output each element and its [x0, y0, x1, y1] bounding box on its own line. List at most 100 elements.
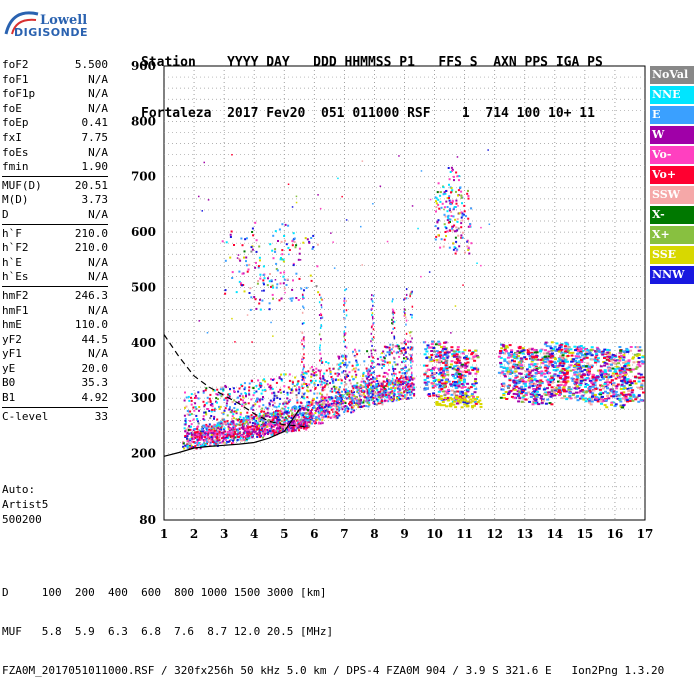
echo-point: [187, 435, 189, 437]
echo-point: [532, 357, 535, 359]
echo-point: [324, 397, 326, 399]
echo-point: [595, 398, 598, 400]
echo-point: [462, 352, 465, 354]
echo-point: [456, 203, 458, 205]
echo-point: [349, 401, 351, 403]
echo-point: [608, 356, 611, 358]
echo-point: [595, 353, 598, 355]
echo-point: [267, 383, 269, 385]
echo-point: [258, 303, 260, 305]
echo-point: [570, 361, 573, 363]
echo-point: [609, 370, 612, 372]
echo-point: [518, 379, 521, 381]
echo-point: [314, 412, 316, 414]
x-tick-label: 11: [456, 527, 473, 541]
echo-point: [461, 217, 463, 219]
echo-point: [230, 411, 232, 413]
echo-point: [569, 370, 572, 372]
echo-point: [585, 365, 588, 367]
echo-point: [294, 377, 296, 379]
echo-point: [546, 345, 549, 347]
echo-point: [456, 391, 459, 393]
echo-point: [580, 380, 583, 382]
echo-point: [453, 215, 455, 217]
echo-point: [283, 282, 285, 284]
echo-point: [255, 400, 257, 402]
echo-point: [642, 380, 645, 382]
echo-point: [536, 391, 539, 393]
echo-point: [366, 368, 368, 370]
echo-point: [404, 367, 406, 369]
echo-point: [230, 236, 232, 238]
echo-point: [544, 364, 547, 366]
echo-point: [394, 368, 396, 370]
echo-point: [221, 437, 223, 439]
echo-point: [458, 373, 461, 375]
echo-point: [623, 385, 626, 387]
echo-point: [425, 365, 428, 367]
echo-point: [195, 395, 197, 397]
echo-point: [444, 239, 446, 241]
echo-point: [600, 365, 603, 367]
echo-point: [358, 369, 360, 371]
echo-point: [195, 437, 197, 439]
echo-point: [260, 309, 262, 311]
echo-point: [448, 222, 450, 224]
echo-point: [299, 248, 301, 250]
echo-point: [470, 386, 473, 388]
echo-point: [185, 423, 187, 425]
echo-point: [439, 354, 442, 356]
echo-point: [474, 373, 477, 375]
echo-point: [377, 363, 379, 365]
echo-point: [498, 372, 501, 374]
echo-point: [462, 396, 465, 398]
echo-point: [351, 376, 353, 378]
echo-point: [372, 402, 374, 404]
echo-point: [464, 363, 467, 365]
echo-point: [256, 239, 258, 241]
echo-point: [559, 384, 562, 386]
echo-point: [551, 395, 554, 397]
echo-point: [298, 386, 300, 388]
echo-point: [249, 292, 251, 294]
echo-point: [246, 237, 248, 239]
echo-point: [207, 434, 209, 436]
echo-point: [622, 359, 625, 361]
echo-point: [301, 384, 303, 386]
echo-point: [590, 349, 593, 351]
echo-point: [546, 399, 549, 401]
echo-point: [447, 206, 449, 208]
echo-point: [187, 445, 189, 447]
echo-point: [502, 344, 505, 346]
echo-point: [256, 426, 258, 428]
echo-point: [302, 412, 304, 414]
echo-point: [522, 347, 525, 349]
echo-point: [384, 400, 386, 402]
echo-point: [184, 430, 186, 432]
echo-point: [370, 378, 372, 380]
echo-point: [427, 381, 430, 383]
echo-point: [360, 384, 362, 386]
echo-point: [462, 237, 464, 239]
echo-point: [295, 297, 297, 299]
echo-point: [374, 381, 376, 383]
echo-point: [306, 423, 308, 425]
echo-point: [267, 412, 269, 414]
echo-point: [302, 298, 304, 300]
echo-point: [231, 231, 233, 233]
echo-point: [317, 291, 319, 293]
echo-point: [367, 386, 369, 388]
echo-point: [226, 435, 228, 437]
echo-point: [337, 391, 339, 393]
echo-point: [368, 382, 370, 384]
echo-point: [259, 399, 261, 401]
echo-point: [307, 370, 309, 372]
echo-point: [398, 391, 400, 393]
echo-point: [261, 426, 263, 428]
echo-point: [368, 356, 370, 358]
echo-point: [280, 392, 282, 394]
echo-point: [244, 387, 246, 389]
echo-point: [319, 419, 321, 421]
echo-point: [544, 361, 547, 363]
echo-point: [589, 387, 592, 389]
